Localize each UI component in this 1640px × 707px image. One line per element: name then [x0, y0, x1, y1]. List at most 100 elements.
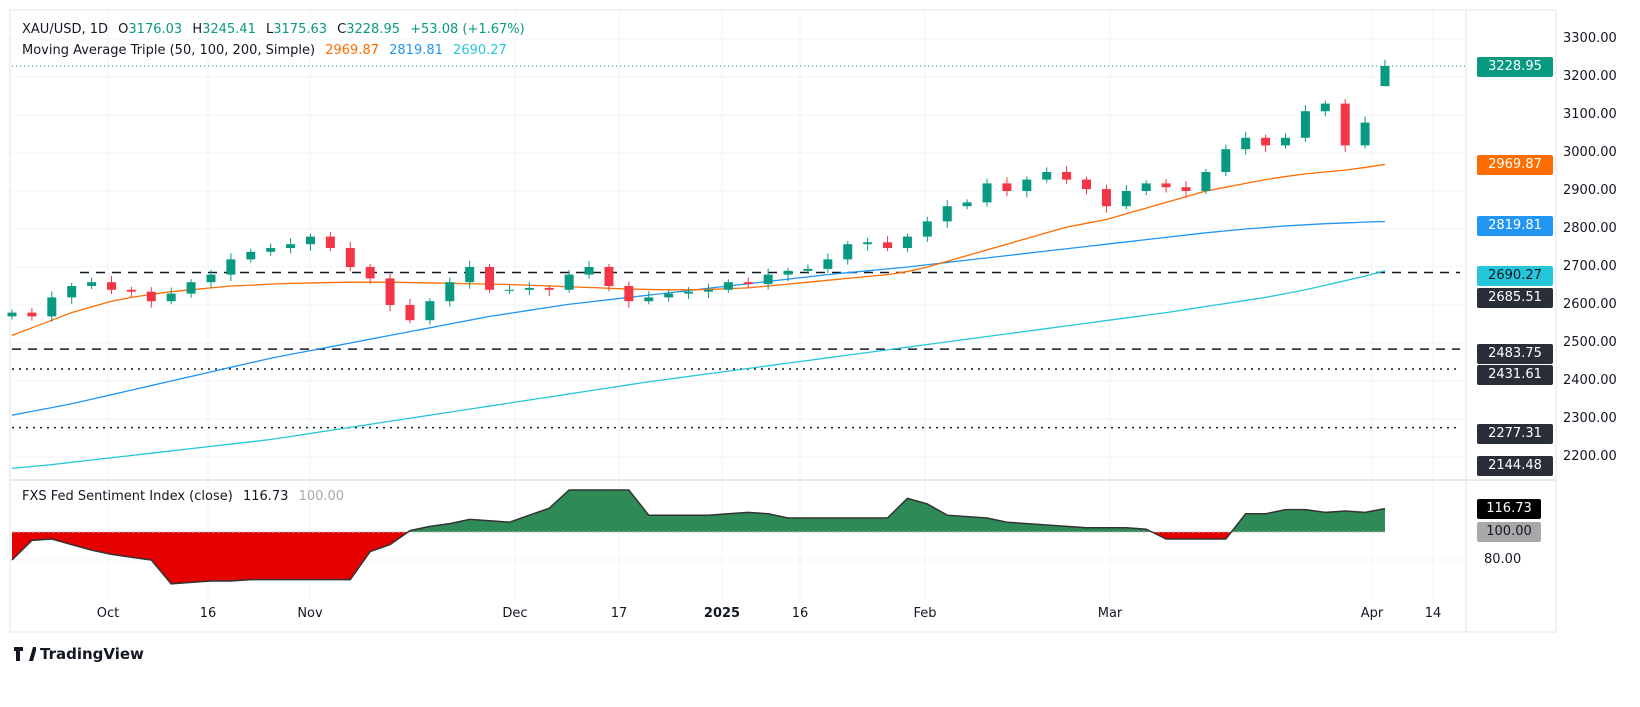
- y-tick-label: 2900.00: [1563, 183, 1617, 198]
- candle-body: [703, 289, 713, 292]
- candle-body: [106, 282, 116, 290]
- tradingview-logo-icon: [14, 647, 36, 661]
- x-tick-label: Feb: [913, 606, 937, 621]
- indicator-value: 116.73: [242, 489, 289, 504]
- candle-body: [803, 268, 813, 271]
- ma100-line: [11, 220, 1386, 416]
- sentiment-negative-area: [12, 532, 1385, 584]
- candle-body: [345, 248, 355, 267]
- indicator-baseline-tag: 100.00: [1477, 522, 1541, 542]
- candle-body: [305, 236, 315, 245]
- candle-body: [723, 282, 733, 290]
- candle-body: [1062, 172, 1072, 180]
- level-tag-2431: 2431.61: [1477, 365, 1553, 385]
- indicator-value-tag: 116.73: [1477, 499, 1541, 519]
- x-tick-label: 14: [1424, 606, 1442, 621]
- candle-body: [465, 267, 475, 283]
- y-tick-label: 2300.00: [1563, 411, 1617, 426]
- ma200-line: [11, 270, 1386, 470]
- indicator-baseline: 100.00: [298, 489, 345, 504]
- y-tick-label: 3100.00: [1563, 107, 1617, 122]
- candle-body: [1380, 65, 1390, 87]
- candle-body: [405, 305, 415, 321]
- last-price-tag: 3228.95: [1477, 57, 1553, 77]
- candle-body: [286, 244, 296, 248]
- close-value: C3228.95: [337, 22, 400, 37]
- sentiment-line: [11, 489, 1386, 585]
- ma50-value: 2969.87: [325, 43, 379, 58]
- close-number: 3228.95: [346, 22, 400, 37]
- candle-body: [1161, 183, 1171, 188]
- candle-body: [226, 259, 236, 275]
- candle-body: [823, 259, 833, 269]
- candle-body: [783, 270, 793, 275]
- ohlc-legend: XAU/USD, 1D O3176.03 H3245.41 L3175.63 C…: [22, 22, 531, 37]
- candle-body: [1002, 183, 1012, 191]
- gridlines: [10, 10, 1466, 600]
- x-tick-label: 16: [791, 606, 809, 621]
- candle-body: [47, 297, 57, 317]
- candle-body: [365, 267, 375, 279]
- candle-body: [67, 286, 77, 298]
- candle-body: [385, 278, 395, 305]
- candle-body: [743, 282, 753, 285]
- candle-body: [664, 293, 674, 298]
- open-value: O3176.03: [118, 22, 182, 37]
- candle-body: [1221, 149, 1231, 172]
- candle-body: [1320, 103, 1330, 112]
- brand-name: TradingView: [40, 645, 144, 663]
- low-value: L3175.63: [266, 22, 327, 37]
- candle-body: [206, 274, 216, 283]
- tradingview-logo[interactable]: TradingView: [14, 645, 144, 663]
- level-tag-2483: 2483.75: [1477, 344, 1553, 364]
- ma100-value: 2819.81: [389, 43, 443, 58]
- candle-body: [1360, 122, 1370, 146]
- x-tick-label: 2025: [703, 606, 741, 621]
- indicator-legend[interactable]: FXS Fed Sentiment Index (close) 116.73 1…: [22, 489, 350, 504]
- candle-body: [1281, 137, 1291, 146]
- ma-legend[interactable]: Moving Average Triple (50, 100, 200, Sim…: [22, 43, 513, 58]
- candle-body: [1340, 103, 1350, 146]
- candle-body: [1101, 189, 1111, 207]
- candle-body: [485, 267, 495, 290]
- moving-averages: [11, 163, 1386, 470]
- x-tick-label: Oct: [96, 606, 120, 621]
- candle-body: [27, 312, 37, 317]
- candle-body: [186, 282, 196, 294]
- candle-body: [763, 274, 773, 285]
- candle-body: [266, 248, 276, 252]
- x-tick-label: Apr: [1360, 606, 1384, 621]
- change-value: +53.08 (+1.67%): [410, 22, 525, 37]
- candle-body: [684, 291, 694, 294]
- candle-body: [126, 289, 136, 292]
- open-number: 3176.03: [128, 22, 183, 37]
- candle-body: [325, 236, 335, 248]
- candle-body: [982, 183, 992, 203]
- level-tag-2277: 2277.31: [1477, 424, 1553, 444]
- sentiment-pane: [11, 489, 1386, 585]
- high-value: H3245.41: [192, 22, 256, 37]
- chart-frame: [9, 9, 1557, 633]
- ma200-tag: 2690.27: [1477, 266, 1553, 286]
- ma-title: Moving Average Triple (50, 100, 200, Sim…: [22, 43, 316, 58]
- indicator-title: FXS Fed Sentiment Index (close): [22, 489, 233, 504]
- ma50-line: [11, 163, 1386, 337]
- indicator-axis-label: 80.00: [1484, 552, 1522, 567]
- candles: [7, 59, 1390, 325]
- x-tick-label: 17: [610, 606, 628, 621]
- y-tick-label: 2200.00: [1563, 449, 1617, 464]
- candle-body: [544, 287, 554, 290]
- high-number: 3245.41: [202, 22, 256, 37]
- candle-body: [1300, 111, 1310, 138]
- candle-body: [883, 242, 893, 248]
- level-tag-2685: 2685.51: [1477, 288, 1553, 308]
- symbol-label: XAU/USD, 1D: [22, 22, 109, 37]
- close-label: C: [337, 22, 347, 37]
- candle-body: [87, 282, 97, 286]
- candle-body: [922, 221, 932, 237]
- candle-body: [1241, 137, 1251, 150]
- horizontal-levels: [12, 65, 1466, 429]
- candle-body: [843, 244, 853, 260]
- x-tick-label: 16: [199, 606, 217, 621]
